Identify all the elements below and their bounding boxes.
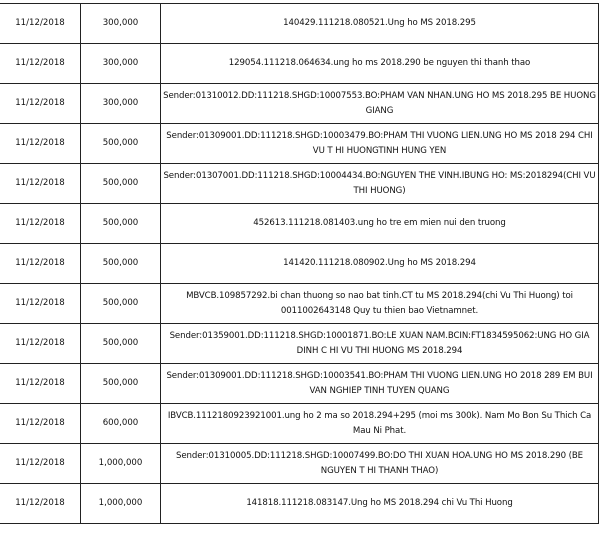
amount-cell: 300,000 [80,3,161,44]
table-row: 11/12/2018 500,000 141420.111218.080902.Un… [0,243,599,284]
content-cell: Sender:01309001.DD:111218.SHGD:10003541.… [160,363,599,404]
table-row: 11/12/2018 500,000 Sender:01307001.DD:1112… [0,163,599,204]
amount-cell: 500,000 [80,363,161,404]
table-row: 11/12/2018 500,000 Sender:01309001.DD:1112… [0,123,599,164]
date-cell: 11/12/2018 [0,283,81,324]
date-cell: 11/12/2018 [0,3,81,44]
amount-cell: 300,000 [80,43,161,84]
content-cell: 141818.111218.083147.Ung ho MS 2018.294 … [160,483,599,524]
date-cell: 11/12/2018 [0,83,81,124]
table-row: 11/12/2018 300,000 Sender:01310012.DD:1112… [0,83,599,124]
table-row: 11/12/2018 500,000 Sender:01359001.DD:1112… [0,323,599,364]
amount-cell: 600,000 [80,403,161,444]
date-cell: 11/12/2018 [0,163,81,204]
content-cell: Sender:01310005.DD:111218.SHGD:10007499.… [160,443,599,484]
content-cell: MBVCB.109857292.bi chan thuong so nao ba… [160,283,599,324]
date-cell: 11/12/2018 [0,323,81,364]
content-cell: IBVCB.1112180923921001.ung ho 2 ma so 20… [160,403,599,444]
content-cell: 129054.111218.064634.ung ho ms 2018.290 … [160,43,599,84]
amount-cell: 1,000,000 [80,443,161,484]
table-row: 11/12/2018 500,000 Sender:01309001.DD:1112… [0,363,599,404]
content-cell: 452613.111218.081403.ung ho tre em mien … [160,203,599,244]
content-cell: Sender:01309001.DD:111218.SHGD:10003479.… [160,123,599,164]
amount-cell: 1,000,000 [80,483,161,524]
amount-cell: 500,000 [80,323,161,364]
amount-cell: 500,000 [80,243,161,284]
amount-cell: 500,000 [80,163,161,204]
table-row: 11/12/2018 500,000 452613.111218.081403.un… [0,203,599,244]
table-row: 11/12/2018 600,000 IBVCB.1112180923921001.… [0,403,599,444]
table-row: 11/12/2018 300,000 140429.111218.080521.Un… [0,3,599,44]
content-cell: 141420.111218.080902.Ung ho MS 2018.294 [160,243,599,284]
amount-cell: 500,000 [80,283,161,324]
table-row: 11/12/2018 500,000 MBVCB.109857292.bi chan… [0,283,599,324]
date-cell: 11/12/2018 [0,443,81,484]
amount-cell: 500,000 [80,123,161,164]
date-cell: 11/12/2018 [0,483,81,524]
content-cell: Sender:01359001.DD:111218.SHGD:10001871.… [160,323,599,364]
content-cell: 140429.111218.080521.Ung ho MS 2018.295 [160,3,599,44]
date-cell: 11/12/2018 [0,363,81,404]
table-row: 11/12/2018 1,000,000 141818.111218.083147.… [0,483,599,524]
donation-table: 11/12/2018 300,000 140429.111218.080521.Un… [0,3,599,524]
amount-cell: 500,000 [80,203,161,244]
date-cell: 11/12/2018 [0,203,81,244]
date-cell: 11/12/2018 [0,43,81,84]
date-cell: 11/12/2018 [0,403,81,444]
table-row: 11/12/2018 300,000 129054.111218.064634.un… [0,43,599,84]
date-cell: 11/12/2018 [0,243,81,284]
content-cell: Sender:01307001.DD:111218.SHGD:10004434.… [160,163,599,204]
table-row: 11/12/2018 1,000,000 Sender:01310005.DD:11… [0,443,599,484]
content-cell: Sender:01310012.DD:111218.SHGD:10007553.… [160,83,599,124]
date-cell: 11/12/2018 [0,123,81,164]
amount-cell: 300,000 [80,83,161,124]
